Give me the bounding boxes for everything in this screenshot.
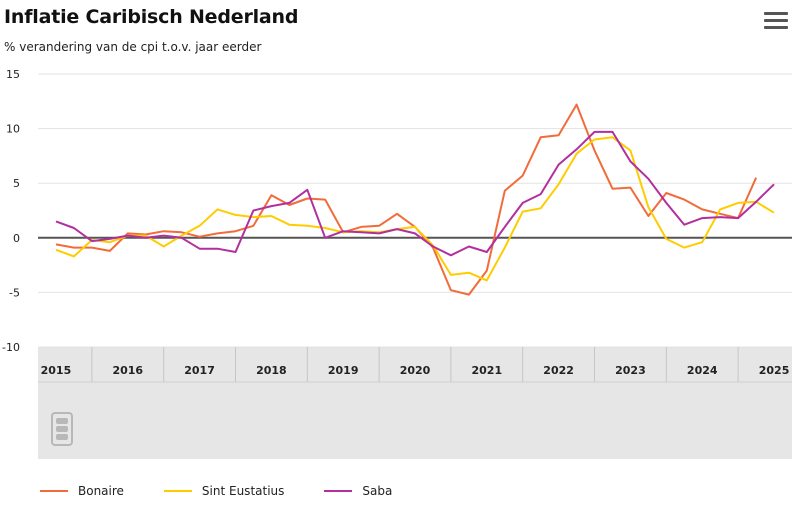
x-tick-label: 2016 [112,364,143,377]
x-tick-label: 2023 [615,364,646,377]
y-tick-label: 10 [6,123,20,136]
hamburger-menu-icon[interactable] [764,12,788,32]
legend-label-sint-eustatius: Sint Eustatius [201,484,285,498]
y-tick-label: 5 [13,177,20,190]
cbs-logo-icon [51,412,73,446]
x-axis: 2015 2016 2017 2018 2019 2020 2021 2022 2023 2024… [41,347,790,382]
series-line-bonaire[interactable] [55,103,758,296]
y-tick-label: 0 [13,232,20,245]
y-tick-label: 15 [6,68,20,81]
legend-label-bonaire: Bonaire [78,484,124,498]
series-line-sint-eustatius[interactable] [55,136,775,282]
menu-bar [764,19,788,22]
grid-lines [38,73,792,348]
y-axis: 15 10 5 0 -5 -10 [2,68,20,354]
y-tick-label: -5 [9,286,20,299]
legend-label-saba: Saba [362,484,393,498]
y-tick-label: -10 [2,341,20,354]
legend-item-bonaire[interactable]: Bonaire [40,484,124,498]
menu-bar [764,12,788,15]
x-tick-label: 2020 [400,364,431,377]
x-tick-label: 2019 [328,364,359,377]
x-tick-label: 2022 [543,364,574,377]
x-tick-label: 2024 [687,364,718,377]
legend-swatch-sint-eustatius [163,490,192,492]
series-lines [55,103,775,296]
x-tick-label: 2017 [184,364,215,377]
x-tick-label: 2021 [471,364,502,377]
chart-subtitle: % verandering van de cpi t.o.v. jaar eer… [4,40,262,54]
menu-bar [764,26,788,29]
x-tick-label: 2015 [41,364,72,377]
legend-item-sint-eustatius[interactable]: Sint Eustatius [163,484,285,498]
legend-item-saba[interactable]: Saba [324,484,392,498]
chart-title: Inflatie Caribisch Nederland [4,6,299,28]
series-line-saba[interactable] [55,130,775,257]
legend-swatch-bonaire [40,490,68,492]
x-tick-label: 2018 [256,364,287,377]
x-tick-label: 2025 [759,364,790,377]
legend: Bonaire Sint Eustatius Saba [40,484,392,498]
legend-swatch-saba [324,490,353,492]
